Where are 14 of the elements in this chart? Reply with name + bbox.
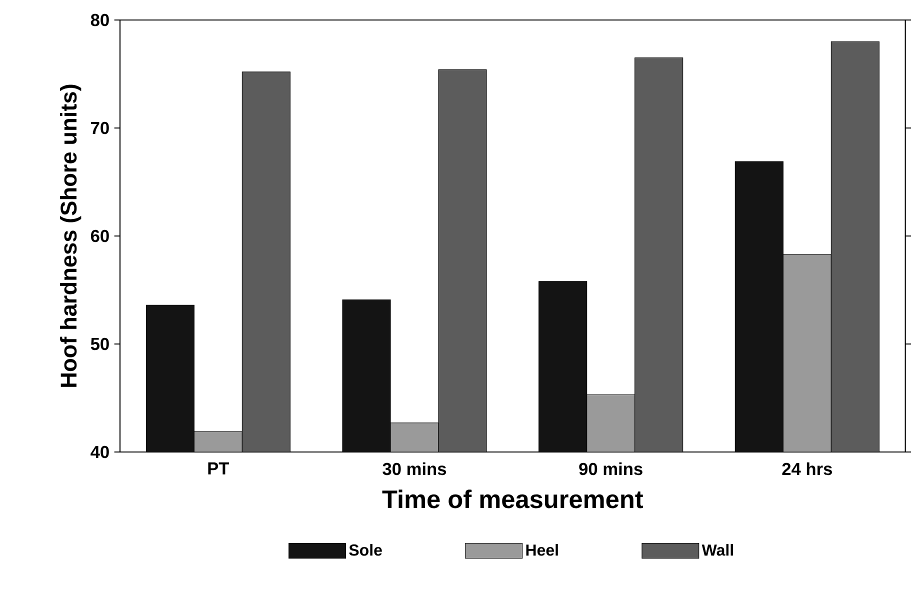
y-tick-label: 70 — [91, 122, 109, 134]
x-tick-label: 24 hrs — [782, 462, 832, 476]
y-tick-label: 80 — [90, 14, 109, 26]
legend-label: Sole — [349, 544, 382, 556]
legend-label: Wall — [702, 544, 733, 556]
y-tick-label: 40 — [90, 446, 109, 458]
x-axis-title: Time of measurement — [382, 490, 644, 508]
x-tick-label: PT — [208, 462, 230, 474]
legend-label: Heel — [526, 544, 558, 556]
x-tick-label: 90 mins — [579, 462, 642, 476]
x-tick-label: 30 mins — [382, 462, 446, 476]
y-tick-label: 50 — [90, 338, 109, 350]
y-tick-label: 60 — [90, 230, 109, 242]
y-axis-title: Hoof hardness (Shore units) — [60, 84, 82, 387]
